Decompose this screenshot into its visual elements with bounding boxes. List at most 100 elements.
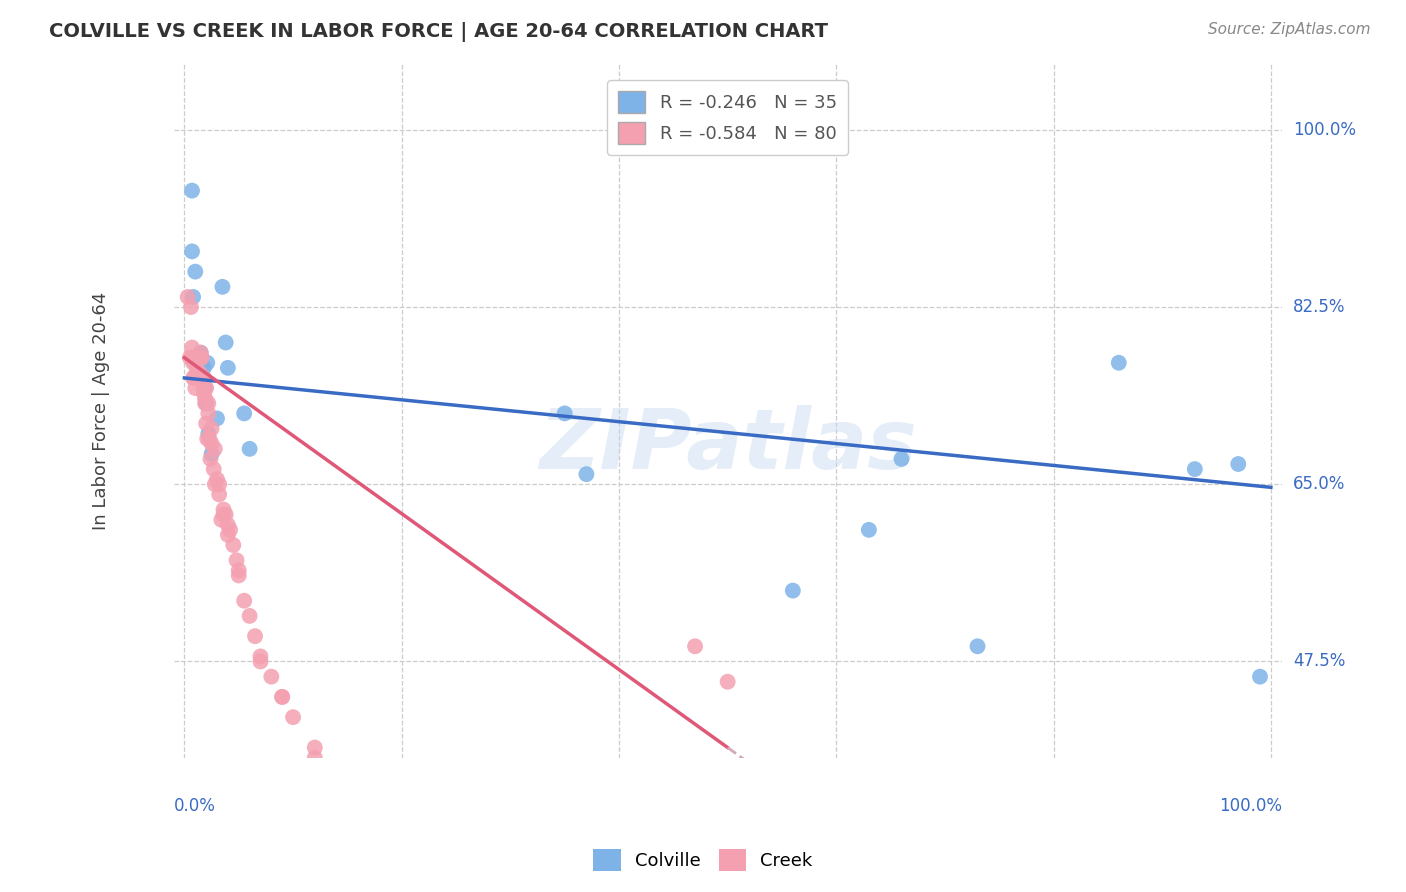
- Point: [191, 351, 214, 365]
- Point: [190, 345, 212, 359]
- Point: [187, 371, 209, 385]
- Point: [782, 583, 804, 598]
- Point: [208, 477, 231, 491]
- Text: Source: ZipAtlas.com: Source: ZipAtlas.com: [1208, 22, 1371, 37]
- Point: [208, 487, 231, 501]
- Point: [186, 351, 208, 365]
- Point: [200, 447, 222, 461]
- Point: [1108, 356, 1130, 370]
- Point: [193, 386, 215, 401]
- Point: [195, 381, 218, 395]
- Point: [181, 371, 204, 385]
- Point: [215, 508, 238, 522]
- Point: [219, 523, 242, 537]
- Point: [228, 563, 250, 577]
- Point: [191, 371, 214, 385]
- Point: [228, 568, 250, 582]
- Point: [281, 710, 304, 724]
- Text: 82.5%: 82.5%: [1294, 298, 1346, 316]
- Point: [194, 396, 217, 410]
- Text: In Labor Force | Age 20-64: In Labor Force | Age 20-64: [93, 292, 110, 530]
- Point: [181, 244, 204, 259]
- Point: [194, 381, 217, 395]
- Point: [190, 351, 212, 365]
- Text: 100.0%: 100.0%: [1219, 797, 1282, 814]
- Point: [195, 396, 218, 410]
- Point: [194, 391, 217, 405]
- Point: [391, 831, 413, 846]
- Point: [180, 300, 202, 314]
- Point: [249, 649, 271, 664]
- Point: [204, 442, 226, 456]
- Point: [200, 452, 222, 467]
- Point: [271, 690, 294, 704]
- Point: [212, 502, 235, 516]
- Point: [222, 538, 245, 552]
- Point: [200, 437, 222, 451]
- Point: [966, 640, 988, 654]
- Point: [188, 371, 211, 385]
- Point: [239, 442, 262, 456]
- Point: [204, 477, 226, 491]
- Text: 0.0%: 0.0%: [173, 797, 215, 814]
- Point: [181, 356, 204, 370]
- Point: [193, 381, 215, 395]
- Point: [184, 381, 207, 395]
- Point: [215, 335, 238, 350]
- Point: [336, 780, 359, 795]
- Point: [193, 360, 215, 375]
- Point: [239, 608, 262, 623]
- Point: [554, 406, 576, 420]
- Point: [190, 345, 212, 359]
- Point: [198, 432, 221, 446]
- Point: [186, 371, 208, 385]
- Point: [217, 528, 239, 542]
- Point: [225, 553, 247, 567]
- Point: [179, 351, 201, 365]
- Point: [249, 655, 271, 669]
- Point: [197, 426, 219, 441]
- Point: [183, 351, 205, 365]
- Point: [190, 366, 212, 380]
- Point: [193, 371, 215, 385]
- Point: [191, 371, 214, 385]
- Point: [212, 508, 235, 522]
- Point: [209, 513, 232, 527]
- Point: [183, 351, 205, 365]
- Point: [683, 640, 706, 654]
- Point: [181, 341, 204, 355]
- Point: [197, 396, 219, 410]
- Point: [304, 750, 326, 764]
- Point: [190, 371, 212, 385]
- Point: [176, 290, 198, 304]
- Point: [1227, 457, 1250, 471]
- Point: [211, 280, 233, 294]
- Point: [181, 184, 204, 198]
- Point: [205, 411, 228, 425]
- Point: [368, 812, 391, 826]
- Point: [188, 366, 211, 380]
- Point: [187, 366, 209, 380]
- Point: [197, 406, 219, 420]
- Point: [243, 629, 266, 643]
- Point: [186, 366, 208, 380]
- Point: [1249, 670, 1271, 684]
- Point: [217, 517, 239, 532]
- Point: [181, 351, 204, 365]
- Point: [184, 356, 207, 370]
- Point: [890, 452, 912, 467]
- Point: [444, 888, 467, 892]
- Point: [186, 366, 208, 380]
- Point: [183, 371, 205, 385]
- Legend: R = -0.246   N = 35, R = -0.584   N = 80: R = -0.246 N = 35, R = -0.584 N = 80: [607, 80, 848, 155]
- Point: [195, 432, 218, 446]
- Text: 100.0%: 100.0%: [1294, 121, 1355, 139]
- Point: [304, 740, 326, 755]
- Point: [233, 406, 256, 420]
- Point: [191, 356, 214, 370]
- Point: [181, 290, 204, 304]
- Point: [217, 360, 239, 375]
- Text: 47.5%: 47.5%: [1294, 652, 1346, 671]
- Point: [858, 523, 880, 537]
- Point: [1184, 462, 1206, 476]
